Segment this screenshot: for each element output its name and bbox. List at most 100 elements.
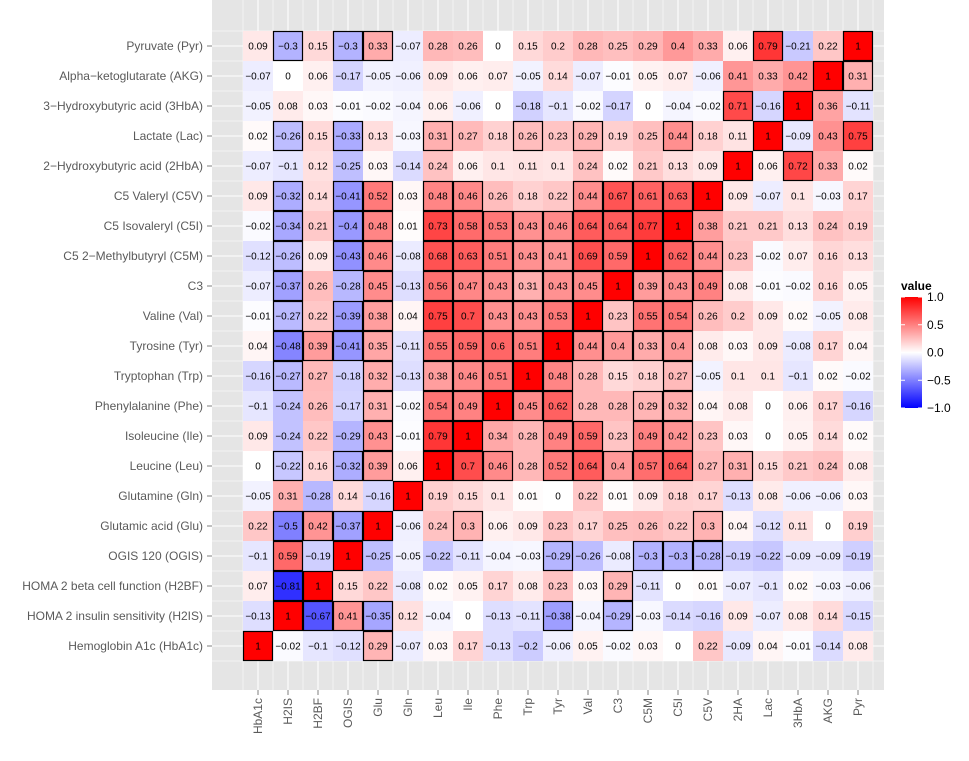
significance-outline xyxy=(272,120,304,152)
significance-outline xyxy=(632,300,664,332)
cell-value: −0.27 xyxy=(275,372,301,383)
significance-outline xyxy=(272,30,304,62)
y-axis-label: Pyruvate (Pyr) xyxy=(126,39,203,53)
cell-value: 0.4 xyxy=(671,342,685,353)
significance-outline xyxy=(482,210,514,242)
heatmap-cell xyxy=(543,511,573,541)
cell-value: −0.04 xyxy=(395,102,421,113)
cell-value-labels: 0.09 −0.3 0.15 −0.3 0.33 −0.07 0.28 0.26 0 0.15 0.… xyxy=(245,42,871,653)
cell-value: 0.21 xyxy=(638,162,658,173)
cell-value: 0.06 xyxy=(728,42,748,53)
significance-outline xyxy=(482,390,514,422)
legend-title: value xyxy=(901,279,932,293)
cell-value: −0.25 xyxy=(365,552,391,563)
heatmap-cell xyxy=(243,511,273,541)
cell-value: −0.34 xyxy=(275,222,301,233)
cell-value: 0.71 xyxy=(728,102,748,113)
heatmap-cell xyxy=(483,631,513,661)
heatmap-cell xyxy=(513,91,543,121)
significance-outline xyxy=(482,450,514,482)
heatmap-cell xyxy=(783,511,813,541)
cell-value: −0.01 xyxy=(245,312,271,323)
cell-value: 1 xyxy=(345,552,351,563)
heatmap-cell xyxy=(783,61,813,91)
heatmap-cell xyxy=(423,571,453,601)
significance-outline xyxy=(632,180,664,212)
y-axis-label: Phenylalanine (Phe) xyxy=(95,399,203,413)
heatmap-cell xyxy=(813,241,843,271)
significance-outline xyxy=(332,450,364,482)
cell-value: 0.23 xyxy=(548,582,568,593)
cell-value: 0.68 xyxy=(428,252,448,263)
cell-value: −0.11 xyxy=(846,102,871,113)
cell-value: 0.28 xyxy=(578,42,598,53)
heatmap-cell xyxy=(693,211,723,241)
cell-value: 0.04 xyxy=(728,522,748,533)
heatmap-cell xyxy=(243,181,273,211)
heatmap-cell xyxy=(633,571,663,601)
heatmap-cell xyxy=(693,331,723,361)
heatmap-cell xyxy=(363,241,393,271)
cell-value: 0.29 xyxy=(638,42,658,53)
heatmap-cell xyxy=(573,361,603,391)
heatmap-cell xyxy=(483,271,513,301)
cell-value: 0.18 xyxy=(488,132,508,143)
significance-outline xyxy=(302,570,334,602)
cell-value: 0.24 xyxy=(428,522,448,533)
cell-value: −0.32 xyxy=(275,192,301,203)
heatmap-cell xyxy=(573,181,603,211)
cell-value: 0.14 xyxy=(308,192,328,203)
heatmap-cell xyxy=(483,421,513,451)
heatmap-cell xyxy=(453,631,483,661)
x-axis-label: H2BF xyxy=(311,698,325,729)
heatmap-cell xyxy=(813,511,843,541)
cell-value: −0.11 xyxy=(456,552,481,563)
heatmap-cell xyxy=(753,271,783,301)
significance-outline xyxy=(272,210,304,242)
cell-value: 0.47 xyxy=(458,282,478,293)
significance-outline xyxy=(362,180,394,212)
heatmap-cell xyxy=(333,481,363,511)
cell-value: −0.24 xyxy=(275,432,301,443)
cell-value: 0.58 xyxy=(458,222,478,233)
heatmap-cell xyxy=(333,181,363,211)
significance-outline xyxy=(482,330,514,362)
significance-outline xyxy=(272,540,304,572)
heatmap-cell xyxy=(723,61,753,91)
cell-value: 0.08 xyxy=(278,102,298,113)
heatmap-cell xyxy=(783,571,813,601)
heatmap-cell xyxy=(693,241,723,271)
cell-value: −0.19 xyxy=(305,552,331,563)
cell-value: 0.19 xyxy=(428,492,448,503)
cell-value: −0.11 xyxy=(636,582,661,593)
significance-outlines xyxy=(242,30,874,662)
heatmap-cell xyxy=(393,211,423,241)
cell-value: 0.31 xyxy=(518,282,538,293)
cell-value: −0.1 xyxy=(248,402,268,413)
heatmap-cell xyxy=(603,361,633,391)
heatmap-cell xyxy=(573,631,603,661)
heatmap-cell xyxy=(633,91,663,121)
cell-value: 1 xyxy=(405,492,411,503)
cell-value: 0.09 xyxy=(428,72,448,83)
cell-value: 0.28 xyxy=(518,432,538,443)
heatmap-cell xyxy=(273,631,303,661)
cell-value: 0.29 xyxy=(638,402,658,413)
significance-outline xyxy=(272,240,304,272)
cell-value: −0.06 xyxy=(695,72,721,83)
cell-value: 0.35 xyxy=(368,342,388,353)
heatmap-cell xyxy=(813,481,843,511)
heatmap-cell xyxy=(333,421,363,451)
cell-value: 1 xyxy=(255,642,261,653)
significance-outline xyxy=(662,210,694,242)
heatmap-cell xyxy=(543,421,573,451)
heatmap-cell xyxy=(663,421,693,451)
heatmap-cell xyxy=(243,571,273,601)
cell-value: 0.51 xyxy=(488,372,508,383)
cell-value: 0.12 xyxy=(398,612,418,623)
significance-outline xyxy=(662,540,694,572)
cell-value: 1 xyxy=(555,342,561,353)
heatmap-cell xyxy=(633,331,663,361)
cell-value: 0.26 xyxy=(518,132,538,143)
cell-value: −0.12 xyxy=(755,522,781,533)
